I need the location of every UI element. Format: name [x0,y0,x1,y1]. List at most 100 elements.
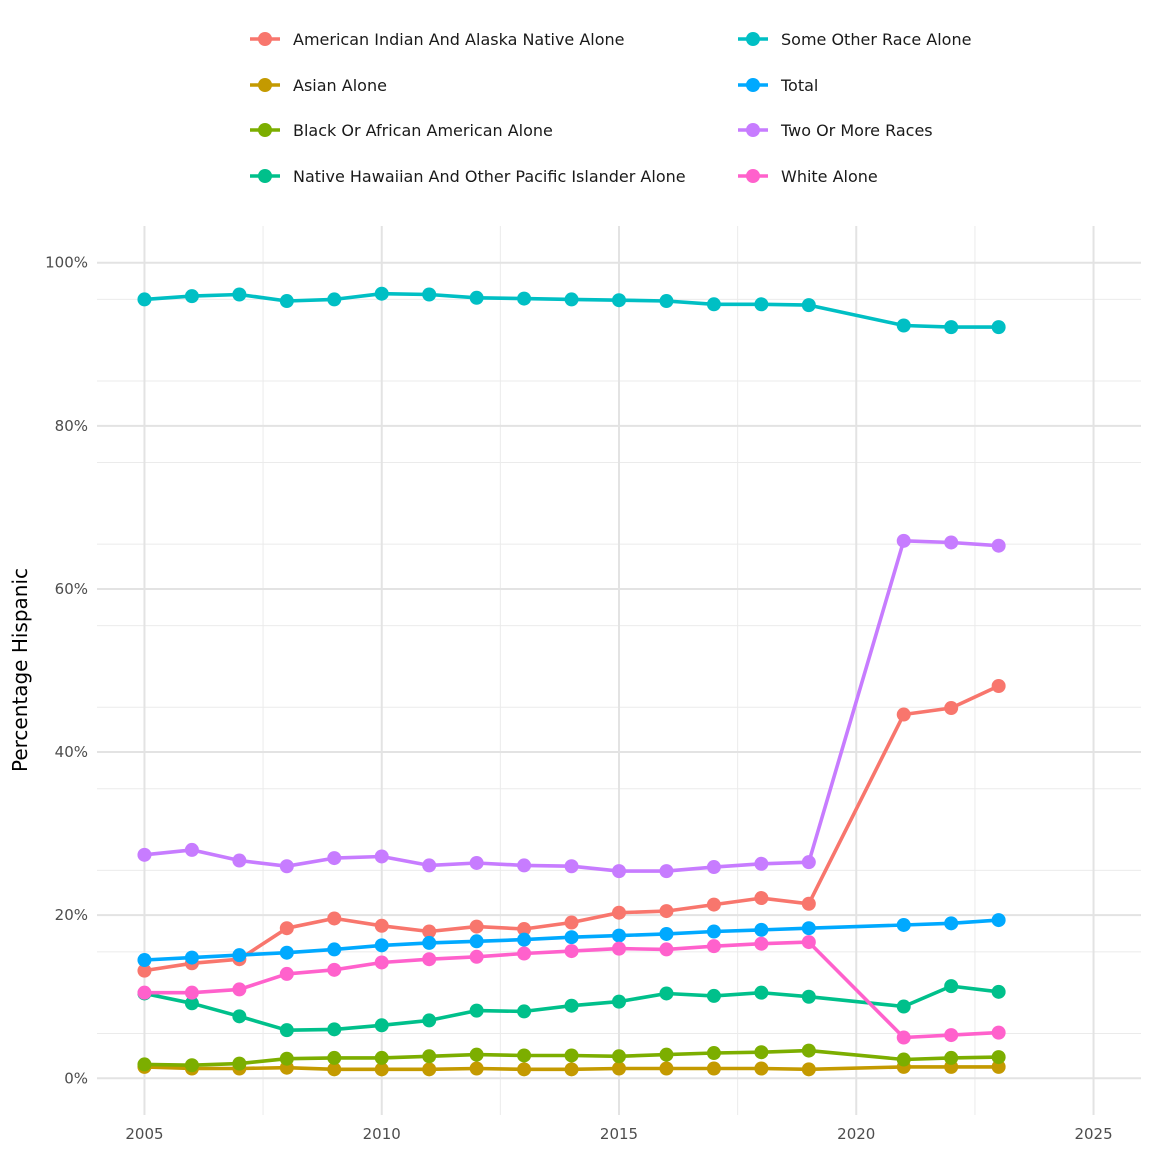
data-point [612,928,626,943]
legend-item: White Alone [738,167,878,186]
data-point [706,897,721,912]
data-point [896,318,911,333]
x-tick-label: 2010 [363,1125,401,1143]
data-point [801,1062,816,1077]
data-point [706,1061,721,1076]
data-point [374,1018,389,1033]
data-point [706,939,721,954]
data-point [137,985,152,1000]
data-point [991,320,1006,335]
series-line [142,291,1001,329]
data-point [754,856,769,871]
data-point [279,1051,294,1066]
data-point [612,864,626,879]
x-tick-label: 2020 [837,1125,875,1143]
data-point [279,966,294,981]
axes: 2005 2010 2015 2020 2025 0% 20% 40% 60% 80% 100% [45,254,1113,1143]
y-tick-label: 20% [55,906,88,924]
data-point [422,1062,437,1077]
legend-key-point [746,123,760,137]
data-point [279,1023,294,1038]
series-line [142,940,1001,1040]
data-point [801,935,816,950]
series-6 [137,533,1006,879]
data-point [564,1048,579,1063]
data-point [374,938,389,953]
data-point [801,921,816,936]
series-2 [137,1043,1006,1073]
data-point [896,707,911,722]
data-point [991,913,1006,928]
data-point [137,963,152,978]
data-point [137,292,152,307]
data-point [422,287,437,302]
legend-label: Total [780,76,818,95]
data-point [469,919,484,934]
legend-label: Native Hawaiian And Other Pacific Island… [293,167,686,186]
legend-item: Total [738,76,818,95]
data-point [706,988,721,1003]
data-point [469,1061,484,1076]
data-point [279,921,294,936]
legend-label: White Alone [781,167,878,186]
legend-label: Some Other Race Alone [781,30,971,49]
data-point [612,1049,626,1064]
legend-key-point [258,32,272,46]
data-point [232,1009,247,1024]
data-point [659,926,674,941]
data-point [659,1061,674,1076]
data-point [232,853,247,868]
data-point [517,1048,532,1063]
data-point [374,918,389,933]
data-point [944,1050,959,1065]
data-point [279,294,294,309]
data-point [422,952,437,967]
y-axis-title: Percentage Hispanic [8,568,32,772]
legend-label: Two Or More Races [780,121,933,140]
data-point [327,292,342,307]
data-point [517,1062,532,1077]
data-point [184,842,199,857]
data-point [754,1045,769,1060]
data-point [754,1061,769,1076]
data-point [279,859,294,874]
series-3 [137,979,1006,1038]
data-point [517,291,532,306]
legend-item: Black Or African American Alone [250,121,553,140]
data-point [991,1025,1006,1040]
data-point [564,930,579,945]
data-point [612,905,626,920]
data-point [896,1030,911,1045]
data-point [801,1043,816,1058]
legend-item: Some Other Race Alone [738,30,971,49]
data-point [517,922,532,937]
data-point [612,1061,626,1076]
data-point [944,701,959,716]
data-point [659,986,674,1001]
y-tick-label: 0% [64,1069,88,1087]
data-point [184,996,199,1011]
legend-item: Native Hawaiian And Other Pacific Island… [250,167,686,186]
data-point [612,941,626,956]
series-line [142,1065,1001,1072]
series-7 [137,935,1006,1045]
data-point [469,1003,484,1018]
legend-key-point [746,32,760,46]
data-point [991,1059,1006,1074]
data-point [754,297,769,312]
data-point [327,962,342,977]
data-point [327,1022,342,1037]
data-point [754,891,769,906]
y-tick-label: 40% [55,743,88,761]
legend-key-point [258,169,272,183]
data-point [991,538,1006,553]
data-point [706,297,721,312]
data-point [422,858,437,873]
data-point [801,896,816,911]
legend: American Indian And Alaska Native Alone A… [250,30,971,186]
series-4 [137,286,1006,335]
legend-label: Black Or African American Alone [293,121,553,140]
data-point [184,985,199,1000]
data-point [469,949,484,964]
legend-item: Asian Alone [250,76,387,95]
